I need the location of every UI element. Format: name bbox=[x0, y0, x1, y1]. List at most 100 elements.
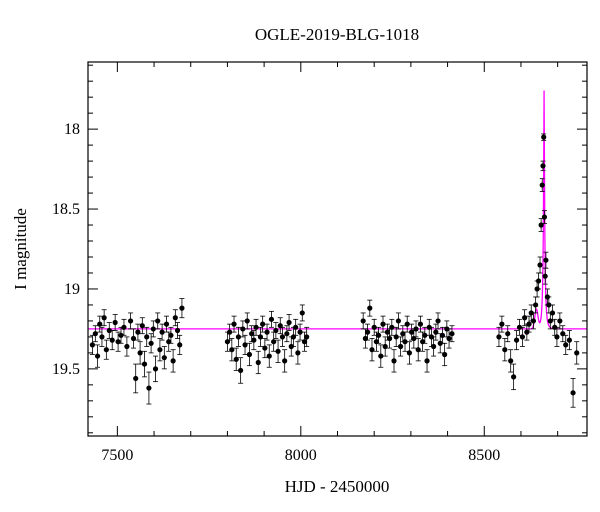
data-marker bbox=[139, 323, 145, 329]
data-marker bbox=[286, 319, 292, 326]
data-marker bbox=[94, 353, 101, 359]
data-marker bbox=[391, 358, 397, 364]
data-point bbox=[557, 312, 563, 330]
data-marker bbox=[141, 361, 148, 367]
data-point bbox=[299, 304, 305, 322]
data-marker bbox=[301, 339, 308, 345]
data-point bbox=[94, 344, 101, 368]
data-point bbox=[301, 331, 308, 352]
data-point bbox=[433, 323, 439, 341]
data-marker bbox=[92, 331, 98, 337]
data-marker bbox=[570, 390, 576, 396]
data-marker bbox=[557, 318, 563, 324]
chart-title: OGLE-2019-BLG-1018 bbox=[255, 25, 419, 44]
data-marker bbox=[393, 334, 399, 340]
data-point bbox=[282, 349, 288, 373]
data-marker bbox=[526, 321, 532, 327]
data-marker bbox=[146, 385, 152, 391]
data-point bbox=[240, 320, 246, 338]
data-marker bbox=[433, 329, 439, 335]
data-point bbox=[442, 342, 448, 367]
data-point bbox=[144, 326, 150, 347]
data-marker bbox=[257, 334, 264, 340]
data-point bbox=[574, 341, 580, 365]
data-marker bbox=[511, 374, 517, 380]
x-tick-label: 7500 bbox=[101, 447, 133, 464]
x-tick-label: 8500 bbox=[468, 447, 500, 464]
data-point bbox=[244, 312, 250, 330]
data-point bbox=[257, 326, 264, 347]
data-marker bbox=[499, 321, 505, 327]
data-marker bbox=[275, 348, 281, 354]
data-point bbox=[541, 210, 548, 224]
data-point bbox=[522, 309, 528, 327]
data-marker bbox=[266, 353, 272, 359]
data-marker bbox=[398, 343, 404, 350]
data-marker bbox=[439, 332, 446, 338]
data-marker bbox=[535, 278, 542, 284]
data-point bbox=[367, 299, 373, 317]
data-point bbox=[152, 355, 159, 383]
data-marker bbox=[530, 318, 537, 324]
data-point bbox=[271, 331, 277, 352]
data-point bbox=[391, 349, 397, 373]
data-marker bbox=[172, 315, 178, 321]
data-point bbox=[133, 363, 139, 394]
data-point bbox=[246, 342, 253, 367]
data-marker bbox=[406, 350, 413, 356]
data-point bbox=[502, 338, 508, 362]
data-point bbox=[378, 344, 384, 368]
data-marker bbox=[299, 310, 305, 316]
data-marker bbox=[541, 214, 548, 220]
data-marker bbox=[279, 334, 286, 340]
data-point bbox=[231, 315, 237, 333]
data-point bbox=[255, 350, 261, 375]
data-marker bbox=[413, 326, 419, 332]
data-point bbox=[439, 326, 446, 344]
data-marker bbox=[404, 321, 410, 327]
data-marker bbox=[255, 359, 261, 366]
data-marker bbox=[97, 321, 103, 327]
data-marker bbox=[541, 134, 547, 140]
data-point bbox=[273, 322, 279, 339]
data-point bbox=[304, 326, 310, 347]
data-point bbox=[395, 312, 402, 330]
data-point bbox=[233, 347, 239, 371]
data-marker bbox=[238, 367, 244, 374]
data-point bbox=[268, 310, 275, 328]
data-marker bbox=[262, 345, 268, 351]
data-point bbox=[109, 330, 115, 351]
data-point bbox=[266, 344, 272, 368]
data-marker bbox=[118, 332, 124, 338]
data-point bbox=[260, 315, 266, 333]
data-point bbox=[146, 371, 152, 405]
data-point bbox=[389, 318, 395, 336]
data-point bbox=[554, 326, 560, 347]
data-marker bbox=[367, 305, 373, 311]
data-marker bbox=[554, 334, 560, 340]
data-marker bbox=[539, 182, 545, 188]
data-marker bbox=[304, 334, 310, 340]
ticks-layer: 7500 8000 8500 18 18.5 19 19.5 bbox=[52, 62, 587, 464]
data-marker bbox=[127, 318, 134, 324]
data-point bbox=[157, 338, 163, 362]
data-marker bbox=[150, 326, 156, 332]
data-marker bbox=[163, 321, 170, 327]
data-marker bbox=[144, 334, 150, 340]
data-marker bbox=[546, 302, 552, 308]
data-marker bbox=[240, 326, 246, 332]
data-point bbox=[540, 160, 546, 172]
data-point bbox=[364, 323, 371, 341]
data-marker bbox=[159, 329, 165, 335]
plot-frame bbox=[87, 61, 588, 437]
data-marker bbox=[364, 329, 371, 335]
data-marker bbox=[389, 324, 395, 330]
data-marker bbox=[537, 262, 543, 268]
data-marker bbox=[244, 318, 250, 324]
data-marker bbox=[273, 327, 279, 334]
data-marker bbox=[519, 334, 526, 340]
data-marker bbox=[375, 332, 382, 338]
data-marker bbox=[442, 351, 448, 358]
data-point bbox=[369, 338, 375, 362]
